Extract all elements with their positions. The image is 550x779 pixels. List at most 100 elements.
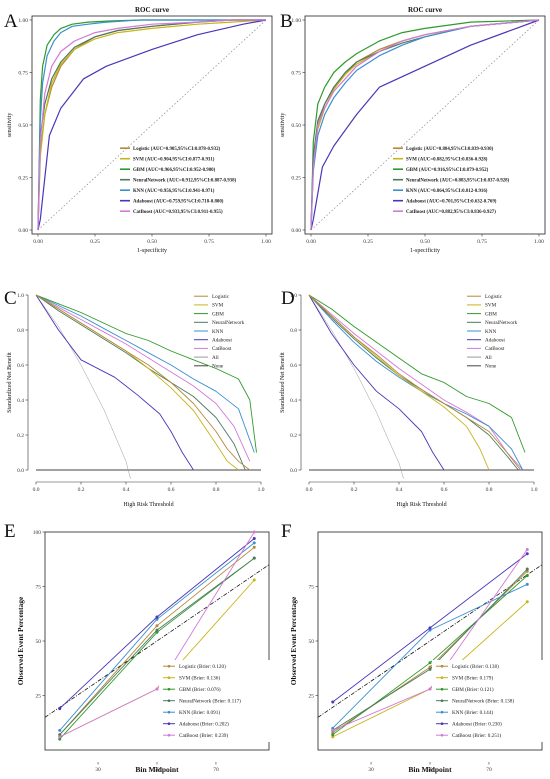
x-axis-label: Bin Midpoint bbox=[408, 765, 452, 774]
x-tick-label: 0.25 bbox=[363, 239, 373, 245]
legend-marker bbox=[167, 733, 171, 737]
legend-label: GBM bbox=[212, 311, 224, 317]
legend-label: Adaboost (Brier: 0.202) bbox=[179, 721, 229, 728]
y-tick-label: 0.8 bbox=[290, 328, 297, 334]
legend-label: NeuralNetwork (AUC=0.883,95%CI:0.837-0.9… bbox=[406, 179, 510, 184]
y-axis-label: Standardized Net Benefit bbox=[6, 352, 13, 413]
panel-letter: D bbox=[281, 288, 295, 309]
perfect-calibration-line bbox=[317, 564, 543, 718]
y-tick-label: 0.00 bbox=[291, 228, 301, 234]
series-line-catboost bbox=[37, 19, 266, 231]
panel-letter: A bbox=[4, 11, 18, 32]
legend-label: KNN bbox=[212, 329, 223, 335]
data-point-knn bbox=[252, 541, 256, 545]
legend-label: Adaboost bbox=[212, 338, 232, 344]
series-line-svm bbox=[308, 294, 490, 471]
x-tick-label: 70 bbox=[486, 767, 492, 773]
x-tick-label: 1.0 bbox=[531, 487, 538, 493]
chance-diagonal-line bbox=[310, 19, 540, 231]
x-tick-label: 70 bbox=[213, 767, 219, 773]
legend-marker bbox=[440, 676, 444, 679]
data-point-knn bbox=[155, 617, 159, 621]
legend-label: CatBoost (AUC=0.933,95%CI:0.911-0.955) bbox=[133, 210, 223, 215]
y-tick-label: 0.0 bbox=[17, 468, 24, 474]
series-line-adaboost bbox=[35, 294, 194, 471]
x-axis-label: High Risk Threshold bbox=[396, 502, 446, 508]
legend-label: Logistic (Brier: 0.120) bbox=[179, 663, 226, 670]
x-tick-label: 1.00 bbox=[534, 239, 544, 245]
y-tick-label: 0.6 bbox=[290, 363, 297, 369]
y-tick-label: 0.2 bbox=[290, 433, 297, 439]
series-line-catboost bbox=[308, 294, 524, 471]
x-tick-label: 0.2 bbox=[78, 487, 85, 493]
legend-label: All bbox=[485, 355, 492, 361]
data-point-knn bbox=[331, 726, 335, 730]
data-point-knn bbox=[428, 628, 432, 632]
data-point-gbm bbox=[331, 733, 335, 737]
legend-label: GBM (Brier: 0.076) bbox=[179, 686, 221, 693]
x-tick-label: 0.75 bbox=[477, 239, 487, 245]
y-tick-label: 100 bbox=[33, 530, 42, 536]
y-tick-label: 50 bbox=[309, 639, 315, 645]
y-tick-label: 0.6 bbox=[17, 363, 24, 369]
series-line-knn bbox=[37, 19, 266, 231]
legend-marker bbox=[440, 699, 444, 702]
legend-label: CatBoost bbox=[212, 346, 232, 352]
data-point-neuralnetwork bbox=[525, 567, 529, 571]
data-point-catboost bbox=[525, 547, 529, 551]
data-point-svm bbox=[525, 600, 529, 604]
series-line-gbm bbox=[35, 294, 257, 453]
legend-label: KNN (Brier: 0.091) bbox=[179, 709, 220, 716]
chart-panel-e: E 30 50 70 25 50 75 100 Bin Midpoint Observed Eve… bbox=[4, 521, 271, 774]
x-tick-label: 0.75 bbox=[204, 239, 214, 245]
x-tick-label: 0.25 bbox=[90, 239, 100, 245]
y-tick-label: 0.75 bbox=[291, 71, 301, 77]
legend-label: Logistic bbox=[485, 294, 503, 300]
legend-box bbox=[159, 660, 271, 742]
legend-marker bbox=[440, 722, 444, 725]
legend-label: SVM (AUC=0.904,95%CI:0.877-0.931) bbox=[133, 158, 215, 163]
y-tick-label: 0.75 bbox=[18, 71, 28, 77]
y-tick-label: 25 bbox=[309, 694, 315, 700]
y-axis-label: Standardized Net Benefit bbox=[279, 352, 286, 413]
y-tick-label: 0.25 bbox=[18, 176, 28, 182]
data-point-adaboost bbox=[155, 615, 159, 619]
data-point-neuralnetwork bbox=[155, 628, 159, 632]
legend-label: CatBoost (Brier: 0.239) bbox=[179, 732, 228, 739]
legend-label: SVM bbox=[485, 303, 497, 309]
legend-marker bbox=[167, 722, 171, 725]
series-line-adaboost bbox=[310, 19, 540, 231]
series-line-catboost bbox=[310, 19, 540, 231]
panel-letter: F bbox=[281, 521, 292, 542]
y-tick-label: 25 bbox=[36, 694, 42, 700]
x-tick-label: 30 bbox=[368, 767, 374, 773]
x-tick-label: 0.4 bbox=[396, 487, 403, 493]
x-tick-label: 0.0 bbox=[33, 487, 40, 493]
data-point-neuralnetwork bbox=[58, 733, 62, 737]
legend-label: None bbox=[212, 364, 224, 370]
y-tick-label: 0.50 bbox=[291, 123, 301, 129]
chart-panel-f: F 30 50 70 25 50 75 Bin Midpoint Observed Event … bbox=[281, 521, 544, 774]
data-point-svm bbox=[252, 578, 256, 582]
legend-label: None bbox=[485, 364, 497, 370]
y-tick-label: 0.2 bbox=[17, 433, 24, 439]
data-point-neuralnetwork bbox=[252, 556, 256, 560]
legend-label: Logistic (AUC=0.905,95%CI:0.878-0.932) bbox=[133, 147, 221, 152]
x-axis-label: Bin Midpoint bbox=[135, 765, 179, 774]
data-point-logistic bbox=[252, 545, 256, 549]
series-line-svm bbox=[35, 294, 239, 471]
panel-letter: C bbox=[4, 288, 17, 309]
x-tick-label: 50 bbox=[154, 767, 160, 773]
chance-diagonal-line bbox=[37, 19, 267, 231]
chart-panel-c: C 0.0 0.2 0.4 0.6 0.8 1.0 0.0 0.2 0.4 0.6 0.8 1.0 Hig… bbox=[4, 288, 265, 508]
legend-label: KNN (AUC=0.864,95%CI:0.812-0.916) bbox=[406, 189, 488, 194]
legend-label: GBM bbox=[485, 311, 497, 317]
legend-marker bbox=[440, 710, 444, 714]
data-point-adaboost bbox=[525, 552, 529, 556]
y-tick-label: 1.00 bbox=[291, 18, 301, 24]
x-tick-label: 0.50 bbox=[147, 239, 157, 245]
chart-panel-d: D 0.0 0.2 0.4 0.6 0.8 1.0 0.0 0.2 0.4 0.6 0.8 1.0 Hig… bbox=[279, 288, 538, 508]
legend-marker bbox=[167, 664, 171, 668]
legend-label: NeuralNetwork bbox=[485, 320, 518, 326]
